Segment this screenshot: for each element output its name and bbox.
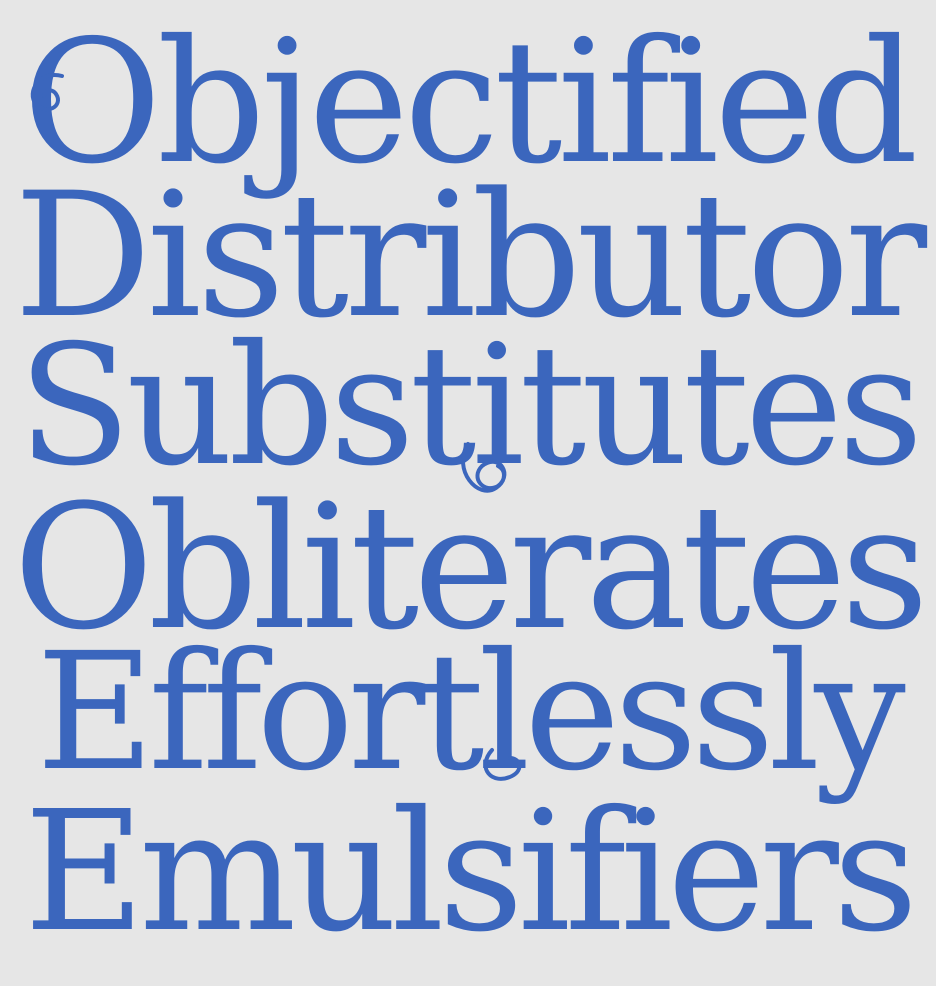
word-line-6: Emulsifiers xyxy=(23,776,918,969)
word-line-4: Obliterates xyxy=(13,467,929,668)
word-line-3: Substitutes xyxy=(17,310,924,503)
word-line-2: Distributor xyxy=(13,155,927,356)
word-line-1: Objectified xyxy=(22,4,918,202)
word-line-5: Effortlessly xyxy=(36,619,906,807)
